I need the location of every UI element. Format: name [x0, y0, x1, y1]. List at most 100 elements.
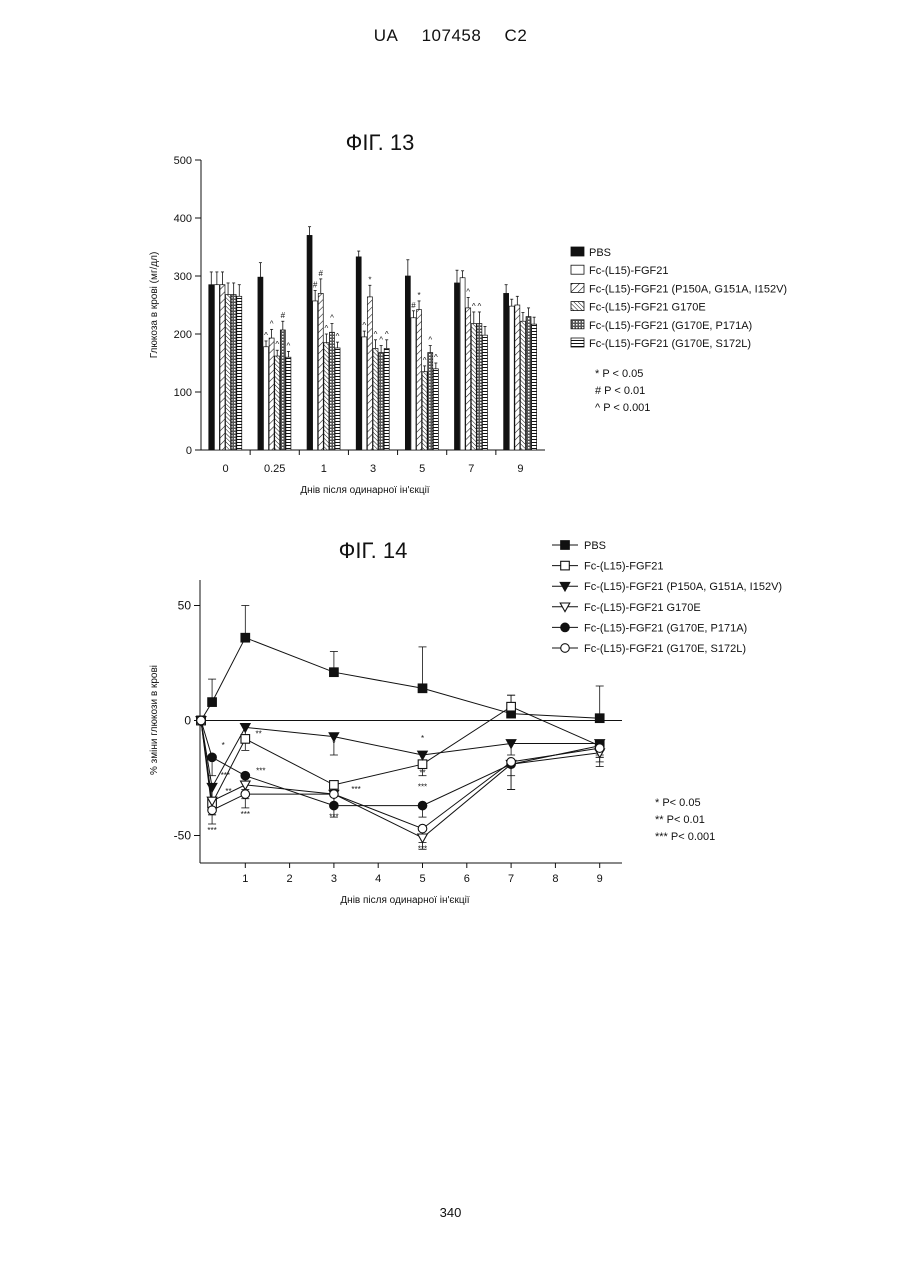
fig13-bar [356, 257, 361, 450]
fig13-bar [384, 349, 389, 451]
fig13-significance-mark: ^ [264, 331, 268, 340]
fig14-y-tick-label: -50 [174, 829, 192, 843]
fig13-significance-mark: ^ [385, 330, 389, 339]
fig14-marker-circle [241, 790, 250, 799]
fig14-legend-label: PBS [584, 540, 606, 552]
fig13-bar [482, 335, 487, 450]
fig13-y-tick-label: 300 [174, 271, 192, 283]
fig14-marker-triangle [418, 751, 428, 760]
fig14-marker-square [595, 714, 604, 723]
fig13-bar [460, 278, 465, 450]
fig13-bar [428, 353, 433, 450]
fig13-y-tick-label: 200 [174, 329, 192, 341]
fig14-series-line [201, 638, 600, 721]
fig13-x-tick-label: 1 [321, 463, 327, 475]
fig14-significance-legend: *** P< 0.001 [655, 831, 715, 843]
fig14-significance-legend: ** P< 0.01 [655, 814, 705, 826]
fig14-marker-circle [330, 790, 339, 799]
fig13-y-tick-label: 500 [174, 155, 192, 167]
fig13-bar [367, 297, 372, 450]
fig14-marker-circle [418, 801, 427, 810]
fig13-legend-label: Fc-(L15)-FGF21 (P150A, G151A, I152V) [589, 283, 787, 295]
fig13-y-tick-label: 100 [174, 387, 192, 399]
fig14-series [196, 606, 604, 850]
fig14-marker-circle [418, 824, 427, 833]
fig14-x-tick-label: 9 [597, 873, 603, 885]
fig14-marker-circle [561, 623, 570, 632]
fig13-ylabel: Глюкоза в крові (мг/дл) [149, 252, 160, 359]
fig13-bar [454, 283, 459, 450]
fig14-significance-mark: *** [351, 785, 360, 794]
fig13-y-tick-label: 0 [186, 445, 192, 457]
fig14-marker-square [241, 633, 250, 642]
fig13-bar [373, 349, 378, 451]
fig13-x-tick-label: 9 [517, 463, 523, 475]
fig13-bar [318, 293, 323, 450]
fig13-bar [313, 301, 318, 450]
fig13-bar [226, 295, 231, 450]
fig13-legend-swatch [571, 247, 584, 256]
fig13-bar [264, 347, 269, 450]
fig14-marker-circle [330, 801, 339, 810]
fig13-legend-label: Fc-(L15)-FGF21 G170E [589, 302, 706, 314]
fig14-significance-mark: *** [207, 826, 216, 835]
fig14-marker-square [241, 735, 250, 744]
fig13-significance-mark: # [411, 301, 416, 310]
fig13-bar [286, 357, 291, 450]
fig13-legend-swatch [571, 265, 584, 274]
fig14-marker-square [330, 668, 339, 677]
fig14-marker-circle [197, 716, 206, 725]
fig14-legend-label: Fc-(L15)-FGF21 (G170E, S172L) [584, 643, 746, 655]
page-number: 340 [0, 1205, 901, 1220]
fig14-significance-mark: *** [418, 845, 427, 854]
fig14-marker-square [561, 541, 570, 550]
fig13-significance-mark: ^ [270, 319, 274, 328]
fig13-x-tick-label: 3 [370, 463, 376, 475]
fig13-legend-label: Fc-(L15)-FGF21 [589, 265, 668, 277]
fig14-x-tick-label: 8 [552, 873, 558, 885]
fig13-significance-mark: ^ [374, 330, 378, 339]
fig14-marker-circle [561, 644, 570, 653]
fig13-significance-mark: ^ [472, 302, 476, 311]
fig13-bar [237, 296, 242, 450]
fig13-x-tick-label: 0.25 [264, 463, 285, 475]
fig14-marker-circle [208, 753, 217, 762]
fig13-legend-label: Fc-(L15)-FGF21 (G170E, P171A) [589, 320, 752, 332]
fig14-marker-circle [595, 744, 604, 753]
fig13-bar [307, 235, 312, 450]
fig13-bar [405, 276, 410, 450]
fig14-significance-mark: *** [221, 771, 230, 780]
fig13-title: ФІГ. 13 [346, 130, 415, 155]
fig14-significance-mark: ** [255, 730, 261, 739]
fig13-bar [220, 285, 225, 450]
fig13-bar [520, 321, 525, 450]
fig14-marker-triangle [418, 834, 428, 843]
fig13-significance-mark: ^ [362, 321, 366, 330]
fig13-significance-mark: ^ [434, 353, 438, 362]
fig13-legend-swatch [571, 320, 584, 329]
fig14-x-tick-label: 6 [464, 873, 470, 885]
fig13-legend: PBSFc-(L15)-FGF21Fc-(L15)-FGF21 (P150A, … [571, 247, 787, 414]
fig13-significance-legend: ^ P < 0.001 [595, 402, 650, 414]
fig13-bar [504, 293, 509, 450]
fig13-legend-label: Fc-(L15)-FGF21 (G170E, S172L) [589, 338, 751, 350]
fig13-legend-swatch [571, 283, 584, 292]
fig14-x-tick-label: 4 [375, 873, 381, 885]
fig14-legend-label: Fc-(L15)-FGF21 G170E [584, 602, 701, 614]
fig13-significance-mark: ^ [287, 341, 291, 350]
fig14-series-line [201, 707, 600, 804]
fig14-significance-mark: *** [418, 783, 427, 792]
fig14-marker-circle [208, 806, 217, 815]
fig14-marker-square [208, 698, 217, 707]
fig13-significance-mark: ^ [428, 336, 432, 345]
fig13-bar [214, 285, 219, 450]
fig13-bar [379, 353, 384, 450]
fig13-bar [335, 348, 340, 450]
fig14-significance-mark: *** [329, 812, 338, 821]
fig14-significance-mark: * [332, 739, 335, 748]
fig14-legend-label: Fc-(L15)-FGF21 [584, 561, 663, 573]
fig13-legend-swatch [571, 338, 584, 347]
fig13-bar [280, 330, 285, 450]
fig13-bar [329, 332, 334, 450]
